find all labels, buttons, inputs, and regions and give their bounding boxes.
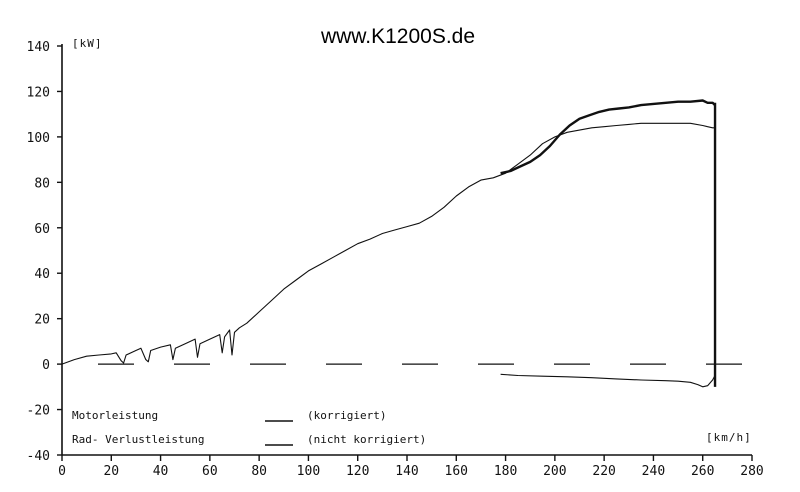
x-tick-label: 0 — [58, 464, 66, 479]
x-tick-label: 160 — [445, 464, 468, 479]
x-tick-label: 220 — [592, 464, 615, 479]
series-line-0 — [61, 122, 715, 365]
x-ticks: 0 20 40 60 80 100 120 140 160 180 200 220 240 260 280 — [58, 455, 764, 479]
x-tick-label: 100 — [297, 464, 320, 479]
y-tick-label: 60 — [34, 222, 50, 237]
series-line-2 — [500, 373, 716, 388]
x-tick-label: 260 — [691, 464, 714, 479]
legend-label-wheel: Rad- Verlustleistung — [72, 433, 204, 446]
legend-suffix-wheel: (nicht korrigiert) — [307, 433, 426, 446]
series-layer — [61, 99, 717, 388]
y-axis-unit: [kW] — [72, 37, 103, 50]
y-tick-label: 120 — [27, 85, 50, 100]
x-tick-label: 60 — [202, 464, 218, 479]
legend: Motorleistung (korrigiert) Rad- Verlustl… — [72, 409, 426, 446]
y-tick-label: 100 — [27, 131, 50, 146]
series-line-1 — [500, 99, 716, 175]
x-tick-label: 200 — [543, 464, 566, 479]
legend-suffix-motor: (korrigiert) — [307, 409, 386, 422]
x-tick-label: 180 — [494, 464, 517, 479]
x-axis-unit: [km/h] — [706, 431, 752, 444]
x-tick-label: 80 — [251, 464, 267, 479]
y-tick-label: 0 — [42, 358, 50, 373]
x-tick-label: 140 — [395, 464, 418, 479]
y-tick-label: 80 — [34, 176, 50, 191]
y-tick-label: 140 — [27, 40, 50, 55]
y-ticks: 140 120 100 80 60 40 20 0 -20 -40 — [27, 40, 62, 464]
site-watermark: www.K1200S.de — [320, 25, 475, 48]
y-tick-label: -20 — [27, 404, 50, 419]
x-tick-label: 280 — [740, 464, 763, 479]
legend-label-motor: Motorleistung — [72, 409, 158, 422]
y-tick-label: 40 — [34, 267, 50, 282]
x-tick-label: 240 — [642, 464, 665, 479]
x-tick-label: 120 — [346, 464, 369, 479]
x-tick-label: 40 — [153, 464, 169, 479]
x-tick-label: 20 — [103, 464, 119, 479]
y-tick-label: 20 — [34, 313, 50, 328]
y-tick-label: -40 — [27, 449, 50, 464]
